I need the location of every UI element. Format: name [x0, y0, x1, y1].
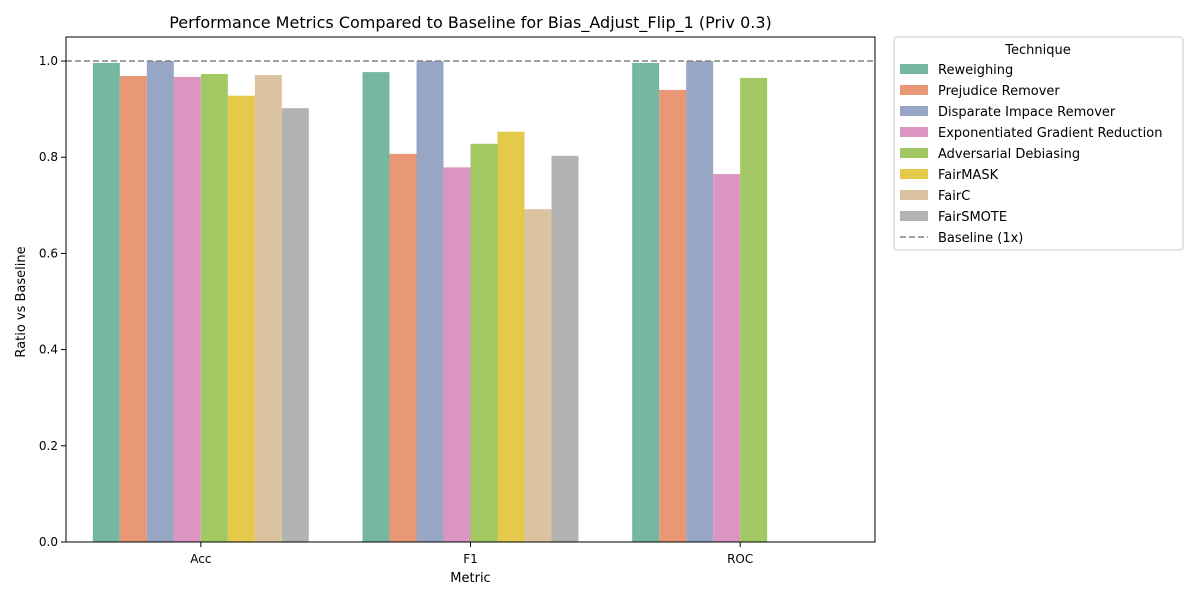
legend-swatch: [900, 190, 928, 200]
legend-entry-label: Adversarial Debiasing: [938, 147, 1080, 162]
bar-acc-disparate-impace-remover: [146, 61, 174, 543]
legend-swatch: [900, 106, 928, 116]
bar-acc-adversarial-debiasing: [200, 74, 228, 543]
bars-group: [92, 61, 768, 543]
bar-acc-reweighing: [92, 62, 120, 542]
x-axis: Acc F1 ROC: [190, 542, 753, 566]
x-tick-label: F1: [463, 552, 478, 566]
bar-f1-prejudice-remover: [389, 153, 417, 542]
legend-box: [893, 36, 1184, 251]
y-tick-label: 0.0: [39, 535, 58, 549]
bar-acc-fairsmote: [281, 108, 309, 542]
bar-f1-fairmask: [497, 131, 525, 542]
legend-entry-label: FairC: [938, 189, 970, 204]
bar-f1-disparate-impace-remover: [416, 61, 444, 543]
y-tick-label: 1.0: [39, 54, 58, 68]
bar-acc-exponentiated-gradient-reduction: [173, 76, 201, 543]
bar-f1-fairc: [524, 209, 552, 542]
legend-swatch: [900, 169, 928, 179]
legend-swatch: [900, 127, 928, 137]
bar-f1-fairsmote: [551, 155, 579, 543]
legend-entry-label: Reweighing: [938, 63, 1013, 78]
chart-title: Performance Metrics Compared to Baseline…: [169, 13, 772, 33]
y-tick-label: 0.8: [39, 150, 58, 164]
legend-entry-label: FairMASK: [938, 168, 999, 183]
legend-entry-label: Prejudice Remover: [938, 84, 1060, 99]
y-axis-label: Ratio vs Baseline: [14, 246, 29, 357]
legend-swatch: [900, 64, 928, 74]
legend-items: Reweighing Prejudice Remover Disparate Imp…: [900, 63, 1162, 246]
x-tick-label: Acc: [190, 552, 211, 566]
bar-roc-reweighing: [632, 62, 660, 542]
bar-roc-adversarial-debiasing: [740, 77, 768, 542]
bar-roc-prejudice-remover: [659, 89, 687, 543]
x-axis-label: Metric: [450, 571, 490, 586]
bar-acc-fairmask: [227, 95, 255, 542]
y-axis: 0.0 0.2 0.4 0.6 0.8 1.0: [39, 54, 66, 549]
bar-acc-prejudice-remover: [119, 75, 147, 542]
bar-roc-disparate-impace-remover: [686, 61, 714, 543]
bar-acc-fairc: [254, 74, 282, 542]
bar-f1-exponentiated-gradient-reduction: [443, 167, 471, 543]
y-tick-label: 0.2: [39, 439, 58, 453]
y-tick-label: 0.4: [39, 343, 58, 357]
bar-f1-reweighing: [362, 72, 390, 542]
bar-f1-adversarial-debiasing: [470, 143, 498, 542]
legend-entry-label: Exponentiated Gradient Reduction: [938, 126, 1162, 141]
legend: Technique Reweighing Prejudice Remover Dis…: [893, 36, 1184, 251]
y-tick-label: 0.6: [39, 246, 58, 260]
legend-swatch: [900, 148, 928, 158]
legend-title: Technique: [1004, 43, 1070, 58]
legend-entry-label: Disparate Impace Remover: [938, 105, 1116, 120]
legend-swatch: [900, 211, 928, 221]
bar-roc-exponentiated-gradient-reduction: [713, 174, 741, 543]
legend-swatch: [900, 85, 928, 95]
x-tick-label: ROC: [727, 552, 753, 566]
legend-baseline-label: Baseline (1x): [938, 231, 1023, 246]
legend-entry-label: FairSMOTE: [938, 210, 1007, 225]
